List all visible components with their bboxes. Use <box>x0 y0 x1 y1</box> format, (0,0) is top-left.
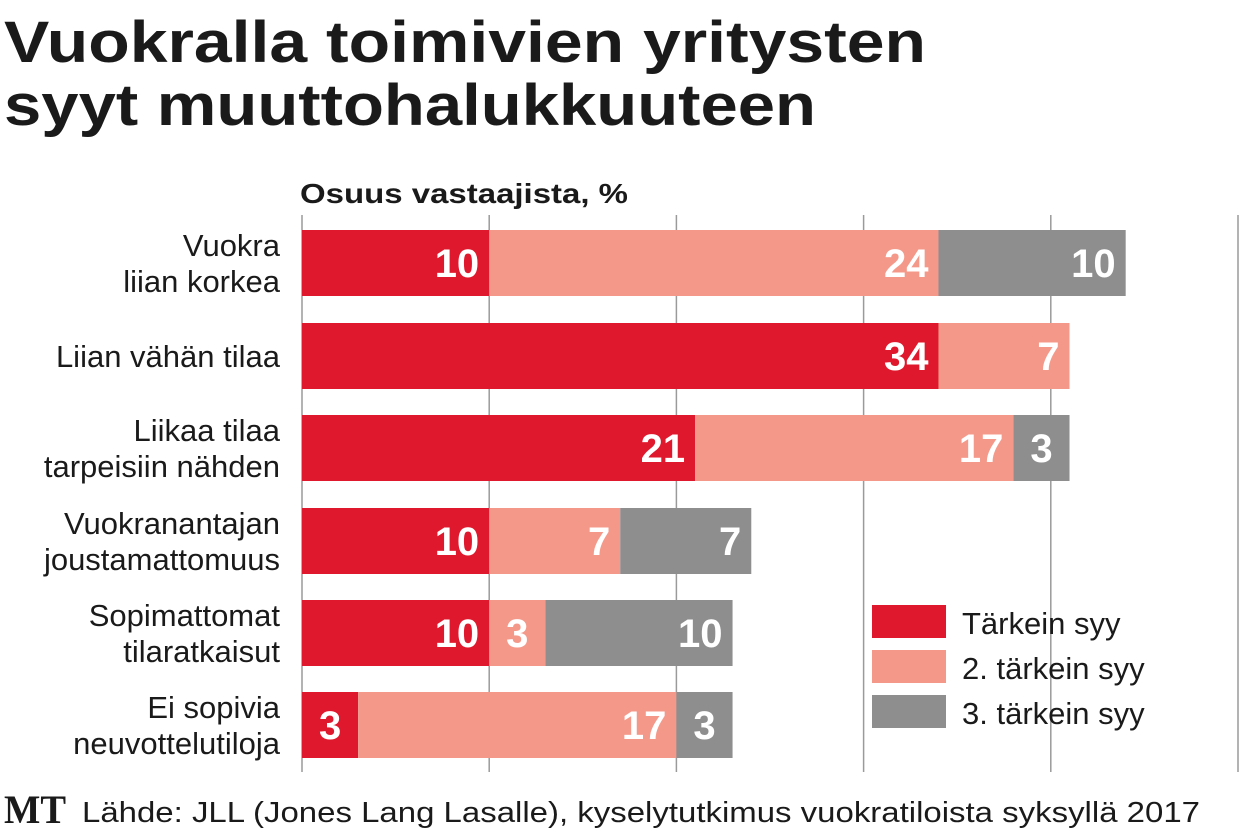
bar-segment <box>938 323 1070 389</box>
data-label: 7 <box>588 520 610 564</box>
category-label: tilaratkaisut <box>123 634 280 669</box>
category-label: Ei sopivia <box>147 690 280 725</box>
gridlines <box>301 215 1239 772</box>
bar-segment <box>938 230 1126 296</box>
mt-logo: MT <box>4 787 66 832</box>
data-label: 21 <box>641 427 686 471</box>
source-note: Lähde: JLL (Jones Lang Lasalle), kyselyt… <box>82 797 1200 829</box>
data-label: 24 <box>884 242 929 286</box>
legend-label: 3. tärkein syy <box>962 696 1145 731</box>
data-label: 17 <box>959 427 1004 471</box>
data-label: 3 <box>1030 427 1052 471</box>
category-label: Vuokranantajan <box>64 506 280 541</box>
bar-segment <box>489 230 939 296</box>
category-label: Liikaa tilaa <box>134 413 281 448</box>
x-axis-label: Osuus vastaajista, % <box>300 178 628 209</box>
bar-segment <box>489 508 621 574</box>
category-label: joustamattomuus <box>43 542 280 577</box>
bar-segment <box>1013 415 1070 481</box>
data-label: 10 <box>435 520 480 564</box>
bar-segment <box>302 692 359 758</box>
bars: 10 24 10 34 7 21 17 3 10 7 7 10 3 10 3 17 3 <box>302 230 1126 758</box>
data-label: 3 <box>319 704 341 748</box>
category-label: Vuokra <box>183 228 281 263</box>
data-label: 10 <box>678 612 723 656</box>
legend-swatch <box>872 695 946 728</box>
legend-label: 2. tärkein syy <box>962 651 1145 686</box>
bar-segment <box>545 600 733 666</box>
data-label: 3 <box>693 704 715 748</box>
legend-label: Tärkein syy <box>962 606 1121 641</box>
legend: Tärkein syy 2. tärkein syy 3. tärkein syy <box>872 605 1145 731</box>
chart-title-line-2: syyt muuttohalukkuuteen <box>4 73 816 138</box>
bar-segment <box>302 600 490 666</box>
chart-title-line-1: Vuokralla toimivien yritysten <box>4 10 926 75</box>
data-label: 10 <box>435 612 480 656</box>
bar-segment <box>302 415 696 481</box>
bar-segment <box>302 323 939 389</box>
category-label: liian korkea <box>123 264 281 299</box>
bar-segment <box>489 600 546 666</box>
legend-swatch <box>872 650 946 683</box>
data-label: 7 <box>719 520 741 564</box>
bar-segment <box>358 692 677 758</box>
data-label: 7 <box>1037 335 1059 379</box>
data-label: 34 <box>884 335 929 379</box>
data-label: 17 <box>622 704 667 748</box>
data-label: 10 <box>1071 242 1116 286</box>
legend-swatch <box>872 605 946 638</box>
data-label: 3 <box>506 612 528 656</box>
category-label: tarpeisiin nähden <box>44 449 280 484</box>
bar-segment <box>620 508 752 574</box>
category-label: neuvottelutiloja <box>73 726 281 761</box>
bar-segment <box>302 508 490 574</box>
bar-segment <box>676 692 733 758</box>
bar-segment <box>695 415 1014 481</box>
data-label: 10 <box>435 242 480 286</box>
category-label: Sopimattomat <box>89 598 281 633</box>
bar-segment <box>302 230 490 296</box>
category-label: Liian vähän tilaa <box>56 339 281 374</box>
